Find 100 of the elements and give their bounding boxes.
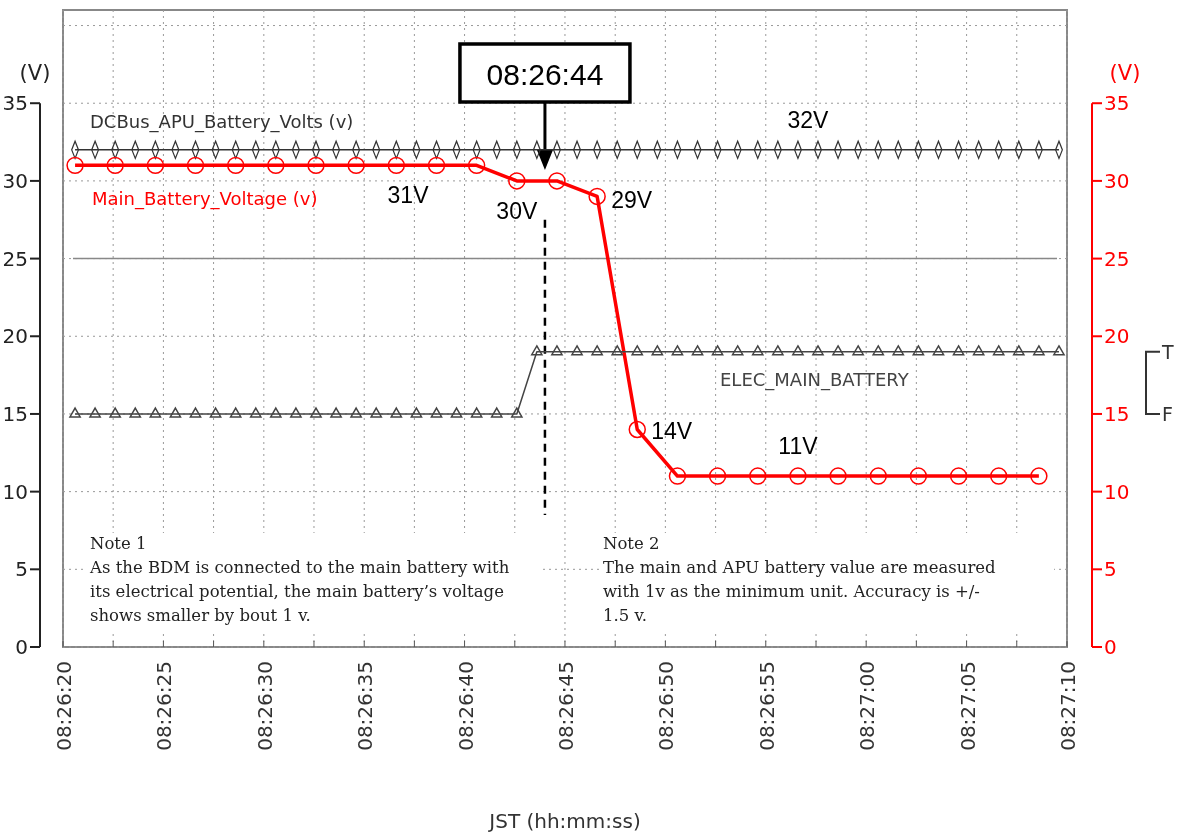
- y-tick-label: 20: [2, 324, 28, 349]
- point: [467, 156, 486, 175]
- point: [427, 156, 446, 175]
- y-tick-label: 0: [15, 635, 28, 659]
- point: [390, 407, 403, 418]
- point: [66, 156, 84, 175]
- y2-tick-label: 25: [1104, 246, 1130, 271]
- y2-tick-label: 10: [1104, 479, 1130, 504]
- point: [912, 345, 925, 356]
- point: [169, 407, 182, 418]
- point: [531, 345, 543, 356]
- point: [347, 156, 365, 175]
- point: [909, 467, 928, 485]
- point: [1053, 345, 1065, 356]
- annotation: Note 2 The main and APU battery value are measured with 1v as the minimum unit. Accuracy is +/- 1.5 v.: [603, 534, 997, 625]
- point: [691, 345, 704, 356]
- y-tick-label: 25: [2, 246, 28, 271]
- point: [470, 407, 483, 418]
- point: [651, 345, 664, 356]
- x-tick-label: 08:26:25: [152, 661, 177, 751]
- point: [370, 407, 383, 418]
- point: [631, 345, 644, 356]
- x-tick-label: 08:26:50: [654, 661, 679, 751]
- y-tick-label: 35: [2, 91, 28, 116]
- point: [852, 345, 865, 356]
- y-axis-title: (V): [19, 61, 51, 85]
- point: [490, 407, 503, 418]
- text: T: [1161, 340, 1174, 363]
- ref-line-label: 08:26:44: [486, 58, 604, 91]
- point: [1012, 345, 1025, 356]
- x-tick-label: 08:26:45: [553, 661, 578, 751]
- y2-tick-label: 5: [1104, 557, 1117, 582]
- point: [310, 407, 322, 418]
- point: [189, 407, 202, 418]
- point: [109, 407, 122, 418]
- y-tick-label: 10: [2, 479, 28, 504]
- point: [548, 172, 566, 190]
- series-label: DCBus_APU_Battery_Volts (v): [90, 111, 354, 133]
- point: [749, 467, 767, 485]
- point: [387, 156, 406, 175]
- x-tick-label: 08:27:00: [855, 661, 880, 751]
- point: [731, 345, 744, 356]
- annotation: 11V: [778, 433, 819, 460]
- annotation: 14V: [651, 418, 693, 445]
- point: [989, 467, 1008, 485]
- point: [892, 345, 905, 356]
- point: [146, 156, 165, 175]
- point: [69, 407, 81, 418]
- point: [410, 407, 423, 418]
- y2-tick-label: 20: [1104, 324, 1130, 349]
- point: [350, 407, 362, 418]
- point: [949, 467, 968, 485]
- x-tick-label: 08:26:40: [453, 661, 478, 751]
- point: [106, 156, 124, 175]
- y-tick-label: 5: [15, 557, 28, 582]
- point: [832, 345, 844, 356]
- y2-tick-label: 35: [1104, 91, 1130, 116]
- point: [430, 407, 443, 418]
- point: [510, 407, 523, 418]
- point: [269, 407, 282, 418]
- point: [792, 345, 804, 356]
- point: [129, 407, 142, 418]
- point: [267, 156, 285, 175]
- point: [668, 467, 687, 485]
- point: [508, 172, 526, 190]
- point: [992, 345, 1005, 356]
- text: F: [1162, 402, 1173, 425]
- x-tick-label: 08:27:05: [955, 661, 980, 751]
- point: [290, 407, 302, 418]
- x-axis-title: JST (hh:mm:ss): [487, 809, 641, 833]
- point: [450, 407, 463, 418]
- series-label: Main_Battery_Voltage (v): [92, 188, 318, 210]
- x-tick-label: 08:26:35: [353, 661, 378, 751]
- point: [711, 345, 724, 356]
- point: [812, 345, 824, 356]
- point: [611, 345, 624, 356]
- x-tick-label: 08:26:30: [252, 661, 277, 751]
- point: [330, 407, 342, 418]
- point: [772, 345, 784, 356]
- point: [229, 407, 242, 418]
- point: [186, 156, 205, 175]
- x-tick-label: 08:26:55: [754, 661, 779, 751]
- annotation: 32V: [787, 106, 830, 133]
- point: [932, 345, 945, 356]
- point: [1030, 467, 1048, 485]
- point: [789, 467, 807, 485]
- point: [89, 407, 101, 418]
- annotation: 31V: [387, 182, 430, 209]
- point: [952, 345, 965, 356]
- point: [628, 420, 646, 439]
- point: [588, 187, 606, 206]
- point: [708, 467, 727, 485]
- y-tick-label: 15: [2, 401, 28, 426]
- point: [307, 156, 325, 175]
- x-tick-label: 08:26:20: [52, 661, 76, 751]
- point: [571, 345, 583, 356]
- point: [591, 345, 603, 356]
- point: [829, 467, 847, 485]
- point: [872, 345, 885, 356]
- y2-tick-label: 0: [1104, 635, 1117, 659]
